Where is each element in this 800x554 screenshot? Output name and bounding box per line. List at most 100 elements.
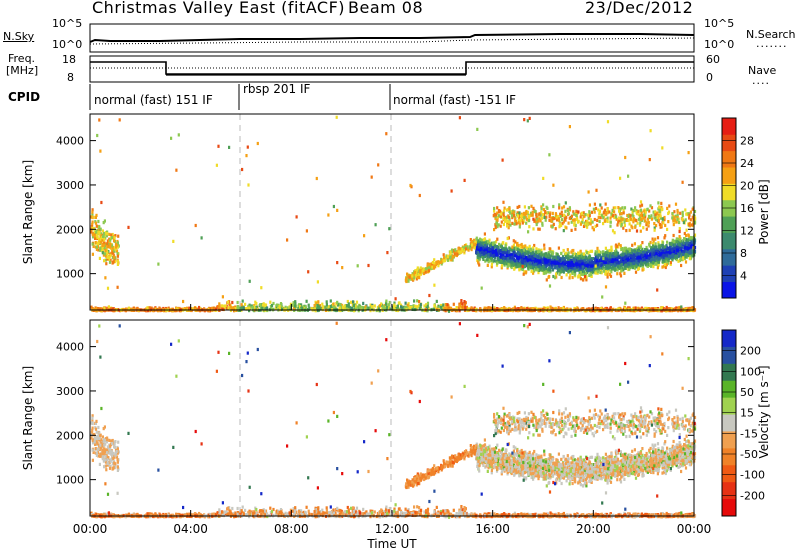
- power-cell: [644, 248, 647, 252]
- power-cell: [457, 306, 460, 310]
- power-cell: [666, 206, 669, 210]
- power-cell: [572, 309, 575, 313]
- power-cell: [321, 302, 324, 306]
- power-cell: [561, 257, 565, 261]
- power-cell: [537, 271, 540, 275]
- power-cell: [584, 309, 587, 313]
- power-cell: [597, 253, 600, 257]
- power-cell: [415, 277, 418, 281]
- power-cell: [602, 253, 605, 257]
- power-cell: [500, 245, 503, 249]
- power-cell: [313, 304, 316, 308]
- power-cell: [357, 307, 360, 311]
- power-cell: [618, 209, 621, 213]
- power-cell: [565, 226, 568, 230]
- power-cell: [173, 309, 176, 313]
- power-cell: [400, 305, 403, 309]
- power-cell: [665, 305, 668, 310]
- power-cell: [108, 257, 111, 261]
- power-cell: [586, 219, 589, 224]
- power-cell: [665, 253, 668, 257]
- power-cell: [628, 222, 631, 226]
- power-cell: [661, 217, 664, 221]
- power-cell: [622, 226, 625, 230]
- power-cell: [593, 270, 596, 274]
- power-cell: [564, 218, 567, 222]
- power-cell: [671, 248, 674, 252]
- power-cell: [505, 253, 508, 258]
- power-cell: [482, 257, 485, 261]
- power-cell: [573, 258, 576, 262]
- power-cell: [667, 256, 670, 260]
- power-cell: [625, 218, 628, 222]
- power-cell: [680, 263, 683, 268]
- power-cell: [582, 255, 585, 260]
- power-cell: [224, 304, 227, 308]
- power-cell: [615, 263, 618, 267]
- power-cell: [483, 232, 486, 236]
- power-cell: [493, 249, 496, 254]
- power-cell: [502, 214, 505, 219]
- power-cell: [498, 307, 501, 311]
- power-cell: [588, 265, 591, 270]
- power-cell: [470, 240, 473, 244]
- power-cell: [365, 306, 368, 310]
- power-cell: [669, 245, 673, 249]
- power-cell: [562, 260, 565, 265]
- power-cell: [439, 305, 443, 309]
- power-cell: [478, 263, 481, 267]
- power-cell: [513, 246, 516, 250]
- power-cell: [646, 259, 649, 263]
- power-cell: [531, 255, 534, 259]
- power-cell: [684, 218, 687, 222]
- power-cell: [514, 254, 517, 258]
- power-cell: [543, 247, 546, 251]
- power-cell: [380, 302, 383, 306]
- power-cell: [579, 271, 582, 275]
- power-cell: [600, 259, 603, 263]
- power-cell: [686, 249, 689, 254]
- power-cell: [597, 215, 600, 219]
- power-cell: [685, 212, 688, 216]
- power-cell: [437, 260, 440, 264]
- power-cell: [216, 305, 219, 309]
- power-cell: [594, 266, 597, 270]
- power-cell: [218, 304, 221, 308]
- power-cell: [408, 275, 411, 279]
- power-cell: [591, 264, 594, 268]
- power-cell: [641, 214, 644, 218]
- power-cell: [527, 265, 530, 269]
- power-cell: [314, 309, 317, 313]
- power-cell: [315, 307, 318, 311]
- power-cell: [597, 249, 600, 253]
- power-cell: [580, 211, 584, 215]
- power-cell: [611, 229, 615, 233]
- power-cell: [629, 262, 632, 266]
- power-cell: [608, 272, 611, 277]
- power-cell: [425, 303, 428, 307]
- power-cell: [613, 215, 616, 220]
- power-cell: [590, 210, 594, 214]
- power-cell: [515, 259, 518, 263]
- power-cell: [356, 305, 359, 309]
- power-cell: [552, 222, 555, 226]
- power-cell: [452, 248, 455, 253]
- power-cell: [684, 208, 687, 212]
- power-cell: [676, 217, 679, 222]
- power-cell: [672, 244, 675, 248]
- power-cell: [493, 228, 496, 232]
- power-cell: [675, 237, 678, 241]
- power-cell: [665, 260, 668, 264]
- power-cell: [607, 261, 610, 265]
- power-cell: [576, 253, 579, 257]
- power-cell: [545, 267, 548, 271]
- power-cell: [538, 212, 541, 216]
- power-cell: [551, 268, 555, 272]
- power-cell: [304, 306, 307, 310]
- power-cell: [648, 256, 651, 260]
- power-cell: [648, 259, 651, 263]
- power-cell: [689, 218, 692, 222]
- power-cell: [494, 213, 497, 217]
- power-cell: [660, 254, 663, 258]
- power-cell: [517, 221, 520, 225]
